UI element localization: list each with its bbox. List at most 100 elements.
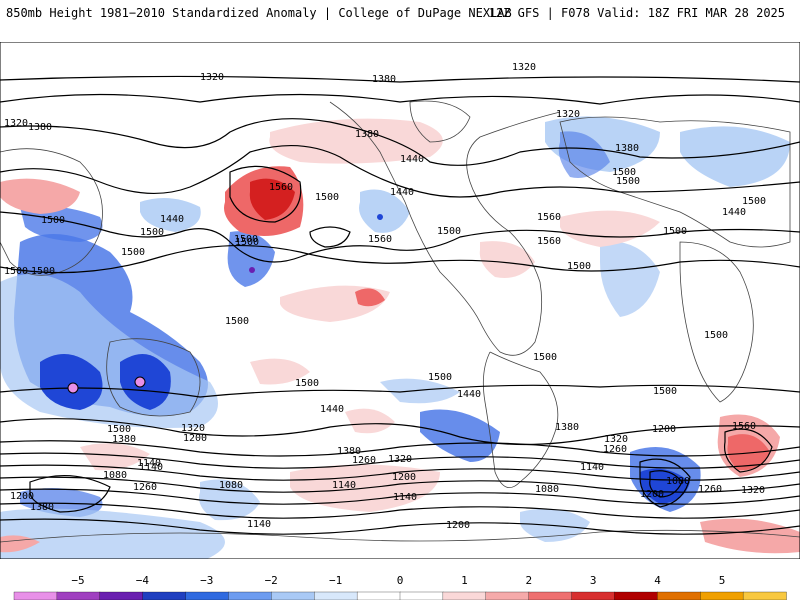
contour-label: 1200 (183, 433, 207, 444)
low-center-marker (67, 382, 79, 394)
colorbar-swatch (99, 591, 144, 600)
positive-anomaly-region (80, 443, 150, 471)
colorbar-swatch (700, 591, 744, 600)
contour-line (0, 488, 800, 505)
negative-anomaly-region (20, 205, 103, 242)
contour-line (229, 165, 302, 223)
contour-label: 1140 (139, 462, 163, 473)
contour-label: 1560 (732, 421, 756, 432)
contour-label: 1200 (10, 491, 34, 502)
positive-anomaly-region (479, 241, 535, 278)
positive-anomaly-region (269, 118, 443, 164)
negative-anomaly-region (380, 378, 460, 404)
contour-label: 1320 (741, 485, 765, 496)
colorbar-swatch (571, 591, 616, 600)
contour-label: 1560 (269, 182, 293, 193)
contour-line (309, 226, 351, 248)
low-center-marker (377, 214, 383, 220)
negative-anomaly-region (680, 126, 790, 187)
colorbar-swatch (185, 591, 230, 600)
contour-label: 1380 (555, 422, 579, 433)
colorbar-tick-label: 5 (719, 574, 726, 587)
contour-line (0, 244, 800, 274)
contour-label: 1260 (352, 455, 376, 466)
colorbar-tick-label: 1 (461, 574, 468, 587)
contour-line (0, 418, 800, 446)
contour-label: 1380 (28, 122, 52, 133)
contour-label: 1380 (337, 446, 361, 457)
colorbar-tick-label: 4 (654, 574, 661, 587)
contour-line (0, 384, 800, 398)
colorbar-tick-label: 0 (397, 574, 404, 587)
contour-label: 1320 (388, 454, 412, 465)
contour-label: 1200 (652, 424, 676, 435)
contour-label: 1440 (722, 207, 746, 218)
contour-label: 1440 (320, 404, 344, 415)
contour-label: 1200 (640, 489, 664, 500)
contour-label: 1500 (140, 227, 164, 238)
colorbar-swatch (271, 591, 315, 600)
contour-label: 1500 (107, 424, 131, 435)
negative-anomaly-region (600, 241, 660, 317)
colorbar-swatch (614, 591, 658, 600)
contour-line (0, 75, 800, 83)
contour-labels: 1320 1380 1320 1320 1380 1380 1560 1440 … (4, 62, 766, 531)
contour-label: 1500 (704, 330, 728, 341)
contour-line (0, 476, 800, 493)
colorbar-tick-label: −4 (136, 574, 150, 587)
contour-line (0, 118, 800, 166)
negative-anomaly-region (40, 354, 103, 410)
positive-anomaly-region (345, 408, 395, 434)
contour-label: 1500 (437, 226, 461, 237)
colorbar-tick-label: −5 (71, 574, 84, 587)
contour-label: 1080 (103, 470, 127, 481)
contour-label: 1380 (112, 434, 136, 445)
colorbar-swatch (314, 591, 358, 600)
contour-label: 1380 (355, 129, 379, 140)
colorbar-swatch (442, 591, 487, 600)
colorbar-swatch (356, 591, 401, 600)
contour-label: 1500 (742, 196, 766, 207)
contour-line (723, 428, 773, 473)
model-run-info: 12Z GFS | F078 Valid: 18Z FRI MAR 28 202… (488, 6, 785, 20)
contour-label: 1560 (537, 236, 561, 247)
contour-label: 1380 (372, 74, 396, 85)
negative-anomaly-region (420, 409, 500, 462)
colorbar-tick-label: −2 (265, 574, 278, 587)
contour-label: 1500 (612, 167, 636, 178)
colorbar-tick-label: −1 (329, 574, 342, 587)
colorbar-tick-label: 3 (590, 574, 597, 587)
colorbar-swatch (485, 591, 530, 600)
contour-line (0, 440, 800, 457)
contour-line (0, 518, 800, 535)
contour-label: 1440 (160, 214, 184, 225)
colorbar-swatches (13, 591, 787, 600)
contour-label: 1440 (400, 154, 424, 165)
colorbar-swatch (657, 591, 701, 600)
contour-label: 1380 (615, 143, 639, 154)
contour-label: 1500 (41, 215, 65, 226)
contour-line (0, 502, 800, 519)
negative-anomaly-region (140, 198, 201, 232)
negative-anomaly-region (359, 189, 410, 233)
contour-label: 1380 (30, 502, 54, 513)
contour-label: 1080 (666, 476, 690, 487)
contour-label: 1440 (457, 389, 481, 400)
positive-anomaly-region (0, 178, 80, 214)
contour-label: 1140 (393, 492, 417, 503)
greenland-coastline (409, 100, 471, 143)
colorbar: −5 −4 −3 −2 −1 0 1 2 3 4 5 (13, 574, 787, 600)
colorbar-swatch (142, 591, 187, 600)
low-center-marker (249, 267, 255, 273)
contour-label: 1200 (392, 472, 416, 483)
contour-label: 1140 (247, 519, 271, 530)
contour-label: 1320 (4, 118, 28, 129)
positive-anomaly-region (700, 518, 800, 554)
contour-label: 1080 (535, 484, 559, 495)
contour-label: 1500 (653, 386, 677, 397)
antarctica-coastline (0, 529, 800, 543)
colorbar-swatch (13, 591, 58, 600)
negative-anomaly-region (558, 131, 610, 178)
contour-line (0, 464, 800, 481)
contour-label: 1500 (428, 372, 452, 383)
